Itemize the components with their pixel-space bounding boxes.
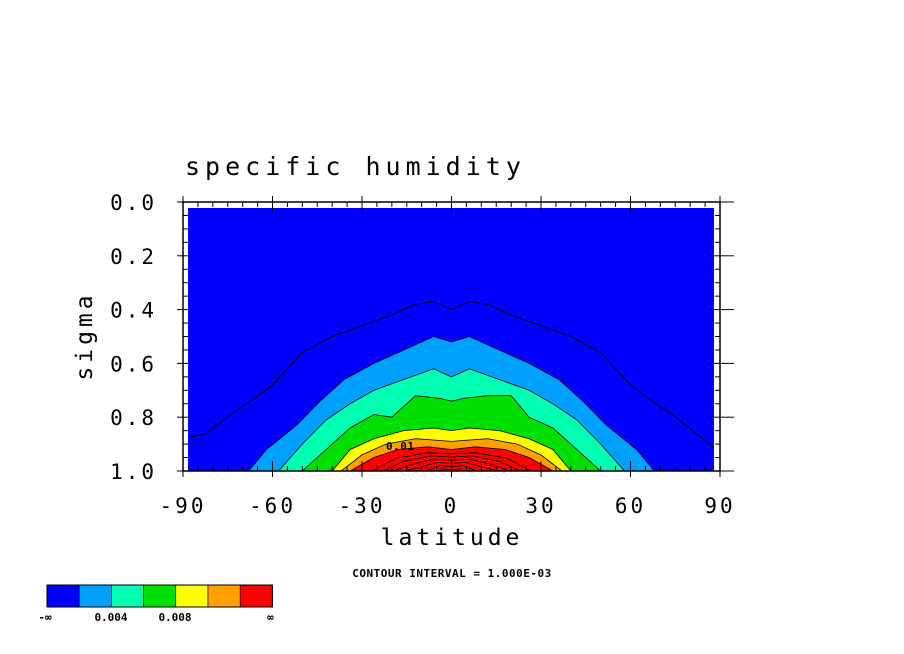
contour-interval-note: CONTOUR INTERVAL = 1.000E-03 [352,567,551,580]
x-tick-label: 30 [525,494,556,518]
colorbar-label: 0.008 [158,611,191,624]
colorbar-label: -∞ [38,611,52,624]
x-tick-label: 0 [444,494,460,518]
core-contour-line [382,455,521,471]
x-tick-label: -30 [339,494,386,518]
x-tick-label: -90 [160,494,207,518]
x-tick-label: 60 [615,494,646,518]
colorbar-swatch [111,584,144,608]
axis-ticks [177,196,734,477]
colorbar-label: ∞ [267,611,274,624]
x-tick-label: -60 [249,494,296,518]
contour-band-6 [189,446,714,471]
colorbar-swatch [239,584,273,608]
colorbar-swatch [207,584,241,608]
colorbar-swatch [46,584,80,608]
colorbar-label: 0.004 [94,611,127,624]
y-tick-label: 0.6 [110,352,157,376]
core-contour-line [393,458,510,471]
y-axis-label: sigma [72,291,98,380]
outer-contour-line [188,300,714,449]
tick-labels: -90 -60 -30 0 30 60 90 0.0 0.2 0.4 0.6 0.8 1.0 [110,191,735,518]
colorbar-swatch [78,584,112,608]
colorbar: -∞ 0.004 0.008 ∞ [38,584,274,624]
core-contour-line [372,452,531,471]
contour-label: 0.01 [386,440,415,453]
y-tick-label: 0.0 [110,191,157,215]
y-tick-label: 0.2 [110,245,157,269]
x-axis-label: latitude [381,525,524,551]
y-tick-label: 0.4 [110,299,157,323]
contour-fills [189,336,714,471]
chart-title: specific humidity [185,152,526,181]
y-tick-label: 0.8 [110,406,157,430]
x-tick-label: 90 [704,494,735,518]
colorbar-swatch [143,584,177,608]
y-tick-label: 1.0 [110,460,157,484]
colorbar-frame [46,584,273,608]
colorbar-swatch [175,584,209,608]
